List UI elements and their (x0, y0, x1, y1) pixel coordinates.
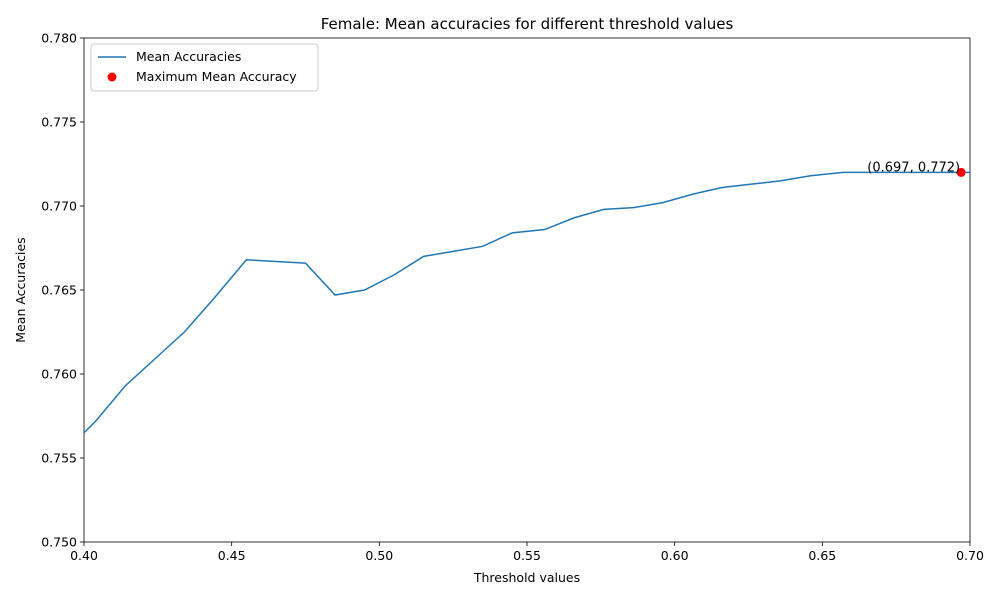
y-tick-label: 0.780 (41, 31, 77, 46)
x-tick-label: 0.45 (218, 548, 246, 563)
x-tick-label: 0.55 (513, 548, 541, 563)
y-tick-label: 0.775 (41, 115, 77, 130)
legend-dot-swatch (107, 72, 117, 82)
y-tick-label: 0.750 (41, 535, 77, 550)
max-point-annotation: (0.697, 0.772) (867, 160, 960, 175)
y-tick-label: 0.765 (41, 283, 77, 298)
x-tick-label: 0.65 (808, 548, 836, 563)
plot-area (83, 37, 971, 543)
x-tick-label: 0.60 (661, 548, 689, 563)
y-tick-label: 0.770 (41, 199, 77, 214)
chart-title: Female: Mean accuracies for different th… (321, 15, 734, 33)
legend-box (90, 43, 319, 92)
x-axis-ticks: 0.40 0.45 0.50 0.55 0.60 0.65 0.70 (70, 542, 984, 563)
y-tick-label: 0.760 (41, 367, 77, 382)
legend-label-max-accuracy: Maximum Mean Accuracy (136, 69, 297, 84)
legend: Mean Accuracies Maximum Mean Accuracy (90, 43, 319, 92)
series-line-mean-accuracies (83, 171, 970, 434)
y-axis-label: Mean Accuracies (13, 237, 28, 342)
y-tick-label: 0.755 (41, 451, 77, 466)
max-point-marker (956, 167, 966, 177)
x-tick-label: 0.70 (956, 548, 984, 563)
y-axis-ticks: 0.750 0.755 0.760 0.765 0.770 0.775 0.780 (41, 31, 84, 550)
x-tick-label: 0.50 (365, 548, 393, 563)
x-axis-label: Threshold values (473, 570, 580, 585)
legend-label-mean-accuracies: Mean Accuracies (136, 49, 241, 64)
x-tick-label: 0.40 (70, 548, 98, 563)
